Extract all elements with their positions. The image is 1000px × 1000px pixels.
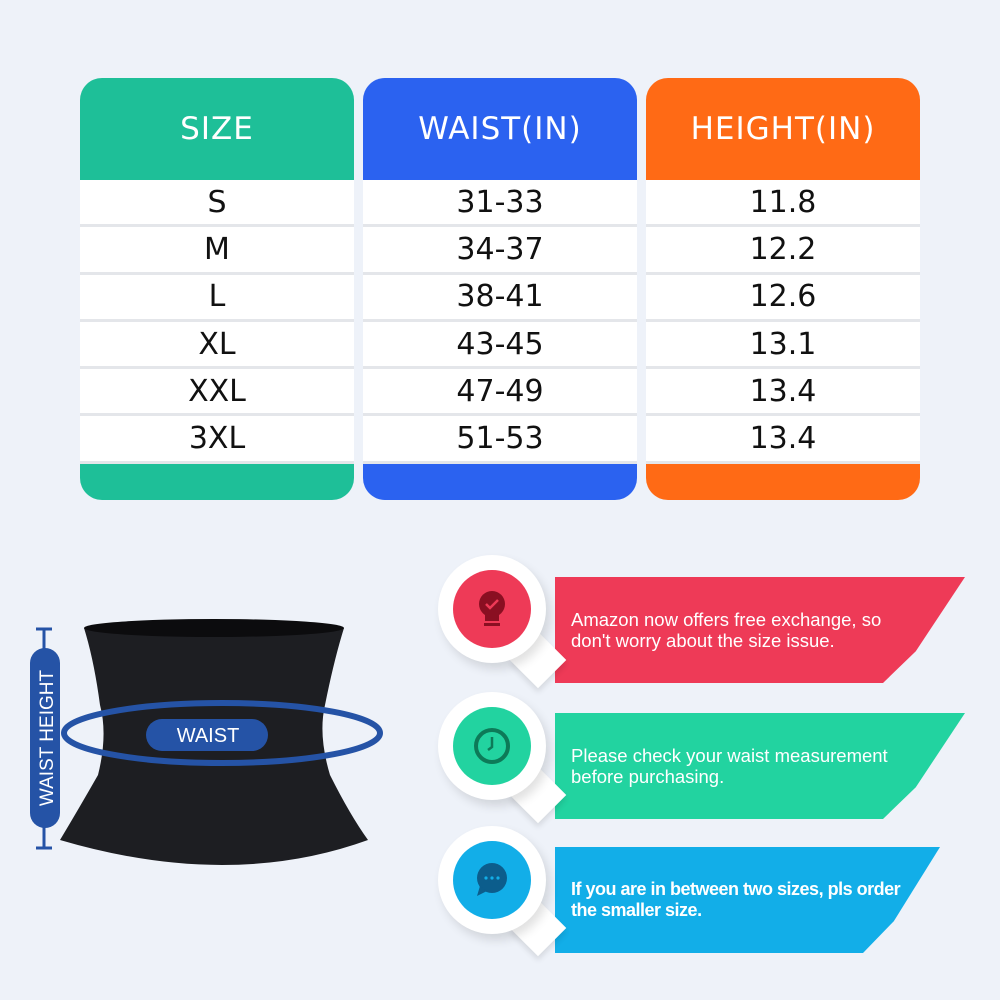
waist-column: WAIST(IN) 31-33 34-37 38-41 43-45 47-49 … [363,78,637,500]
lightbulb-check-icon [479,591,505,626]
column-footer [646,463,920,500]
table-cell: 38-41 [363,274,637,322]
table-cell: 13.4 [646,369,920,417]
table-cell: 43-45 [363,321,637,370]
table-cell: XXL [80,369,354,417]
table-cell: 12.2 [646,227,920,275]
table-cell: 31-33 [363,180,637,228]
column-footer [363,463,637,500]
table-cell: 47-49 [363,369,637,417]
size-header: SIZE [80,78,354,180]
table-cell: S [80,180,354,228]
table-cell: M [80,227,354,275]
clock-icon [474,728,510,764]
tip-text: the smaller size. [571,900,702,920]
height-header: HEIGHT(IN) [646,78,920,180]
table-cell: XL [80,321,354,370]
size-column: SIZE S M L XL XXL 3XL [80,78,354,500]
tip-text: Amazon now offers free exchange, so [571,609,882,630]
tip-text: If you are in between two sizes, pls ord… [571,879,901,899]
chat-bubble-icon [477,863,507,896]
waist-label: WAIST [177,725,240,747]
waist-height-label: WAIST HEIGHT [37,670,58,807]
table-cell: 34-37 [363,227,637,275]
column-footer [80,463,354,500]
table-cell: 3XL [80,416,354,464]
table-cell: 51-53 [363,416,637,464]
table-cell: 13.1 [646,321,920,370]
tip-text: before purchasing. [571,766,725,787]
table-cell: 11.8 [646,180,920,228]
table-cell: 13.4 [646,416,920,464]
waist-trainer-diagram: WAIST HEIGHT WAIST [30,619,383,865]
tip-text: Please check your waist measurement [571,745,888,766]
tip-text: don't worry about the size issue. [571,630,835,651]
height-column: HEIGHT(IN) 11.8 12.2 12.6 13.1 13.4 13.4 [646,78,920,500]
table-cell: 12.6 [646,274,920,322]
table-cell: L [80,274,354,322]
waist-header: WAIST(IN) [363,78,637,180]
